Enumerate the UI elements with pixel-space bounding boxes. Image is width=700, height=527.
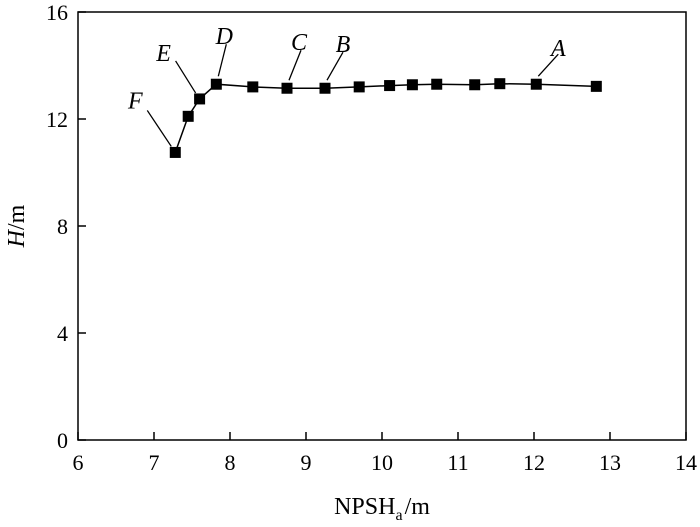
annotation-leader (217, 44, 227, 77)
y-tick-label: 12 (46, 107, 68, 132)
annotation-label-e: E (155, 41, 171, 67)
data-point (169, 146, 181, 158)
data-point (182, 110, 194, 122)
annotation-label-d: D (215, 24, 233, 50)
annotation-leader (326, 51, 344, 81)
annotation-leader (175, 60, 197, 94)
data-point (194, 93, 206, 105)
x-tick-label: 6 (73, 450, 84, 475)
annotation-label-b: B (336, 32, 351, 58)
data-point (210, 78, 222, 90)
annotation-label-f: F (127, 88, 143, 114)
x-tick-label: 10 (371, 450, 393, 475)
data-point (469, 79, 481, 91)
data-point (281, 82, 293, 94)
annotation-leader (537, 53, 559, 77)
x-axis-ticks: 6 7 8 9 10 11 12 13 14 (73, 432, 697, 475)
x-tick-label: 12 (523, 450, 545, 475)
x-tick-label: 13 (599, 450, 621, 475)
data-point (319, 82, 331, 94)
series-layer (169, 78, 602, 158)
x-axis-label-main: NPSH (334, 494, 395, 520)
data-point (247, 81, 259, 93)
x-tick-label: 11 (447, 450, 468, 475)
y-axis-label-unit: /m (4, 204, 30, 230)
y-axis-label-italic: H (4, 228, 30, 248)
x-tick-label: 14 (675, 450, 697, 475)
x-tick-label: 8 (225, 450, 236, 475)
x-tick-label: 9 (301, 450, 312, 475)
y-tick-label: 16 (46, 0, 68, 25)
plot-frame (77, 11, 687, 441)
annotation-layer: FE D C B A (127, 24, 566, 147)
x-tick-label: 7 (149, 450, 160, 475)
data-point (353, 81, 365, 93)
annotation-label-a: A (549, 36, 566, 62)
data-point (384, 80, 396, 92)
series-line (174, 82, 597, 153)
y-tick-label: 0 (57, 428, 68, 453)
data-point (494, 78, 506, 90)
x-axis-label: NPSHa/m (334, 494, 430, 524)
annotation-label-c: C (291, 30, 308, 56)
y-axis-ticks: 0 4 8 12 16 (46, 0, 86, 453)
x-axis-label-sub: a (395, 507, 402, 524)
data-point (530, 78, 542, 90)
annotation-leader (146, 110, 172, 147)
data-point (590, 80, 602, 92)
x-axis-label-unit: /m (405, 494, 431, 520)
data-point (431, 78, 443, 90)
y-tick-label: 4 (57, 321, 68, 346)
y-tick-label: 8 (57, 214, 68, 239)
data-point (406, 79, 418, 91)
annotation-leader (288, 49, 302, 81)
y-axis-label: H/m (4, 204, 30, 248)
